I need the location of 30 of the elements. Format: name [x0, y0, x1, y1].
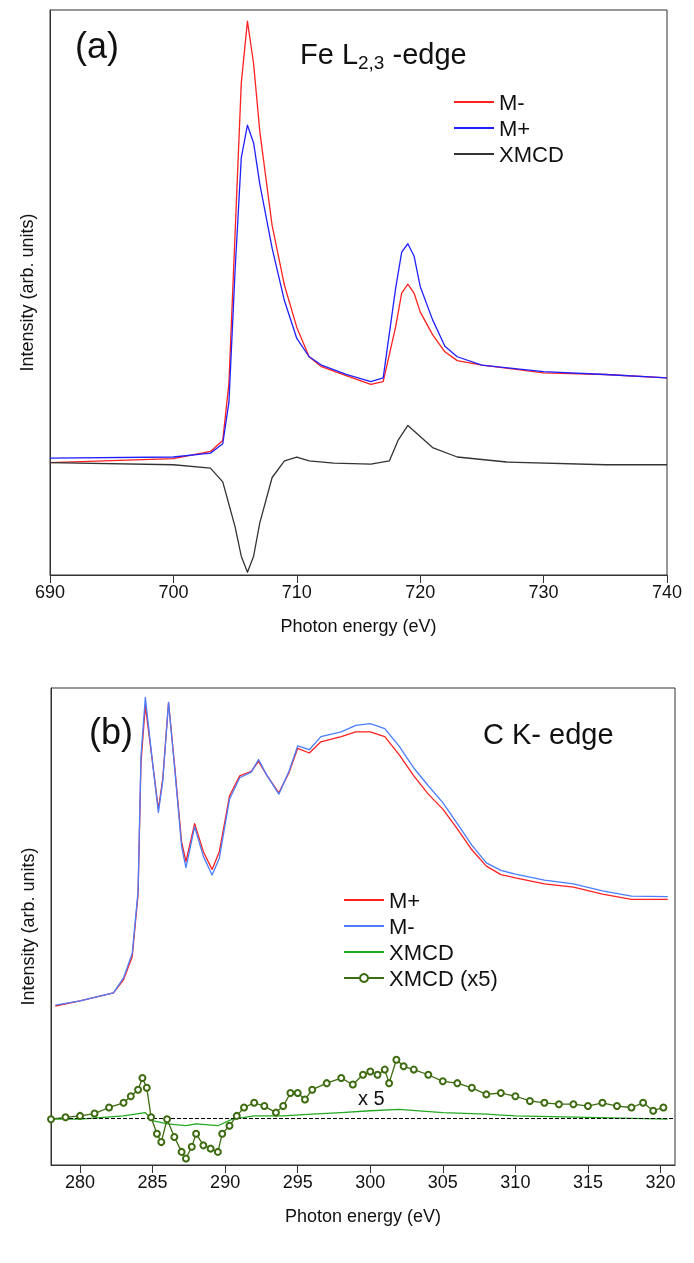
- x-tick-label: 310: [500, 1172, 531, 1192]
- x-axis-title: Photon energy (eV): [280, 616, 437, 636]
- x-tick-label: 285: [137, 1172, 168, 1192]
- x-axis-title: Photon energy (eV): [284, 1206, 442, 1226]
- x-tick-label: 280: [65, 1172, 96, 1192]
- x-tick-label: 740: [651, 582, 683, 602]
- chart-title: (b): [89, 710, 133, 752]
- y-axis-title: Intensity (arb. units): [17, 213, 37, 372]
- x-tick-label: 320: [645, 1172, 676, 1192]
- text: C K- edge: [483, 717, 614, 750]
- legend-label: XMCD: [499, 141, 564, 167]
- x-tick-label: 730: [528, 582, 559, 602]
- legend-label: M+: [499, 115, 531, 141]
- x-tick-label: 690: [34, 582, 66, 602]
- x-tick-label: 300: [355, 1172, 386, 1192]
- y-axis-title: Intensity (arb. units): [18, 847, 38, 1006]
- x-tick-label: 295: [282, 1172, 313, 1192]
- legend-label: XMCD (x5): [389, 965, 498, 991]
- legend-label: M+: [389, 887, 421, 913]
- x-tick-label: 700: [158, 582, 189, 602]
- x-tick-label: 305: [427, 1172, 458, 1192]
- legend-label: XMCD: [389, 939, 454, 965]
- x-tick-label: 710: [281, 582, 312, 602]
- chart-title: (a): [75, 24, 119, 66]
- x-tick-label: 720: [405, 582, 436, 602]
- annotation: x 5: [358, 1087, 385, 1109]
- legend-label: M-: [499, 89, 525, 115]
- legend-label: M-: [389, 913, 415, 939]
- x-tick-label: 290: [210, 1172, 241, 1192]
- x-tick-label: 315: [572, 1172, 603, 1192]
